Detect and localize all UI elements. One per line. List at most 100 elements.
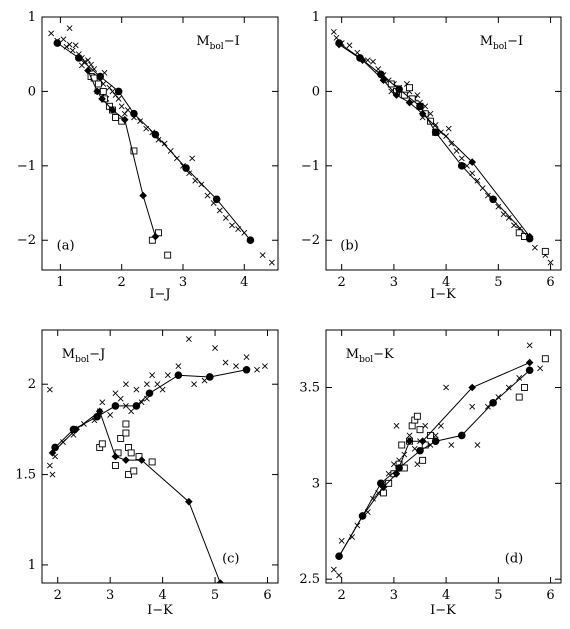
cross-point	[191, 381, 198, 388]
cross-point	[72, 42, 79, 49]
cross-point	[414, 461, 421, 468]
x-tick-label: 6	[263, 588, 271, 603]
y-tick-label: 2.5	[299, 572, 320, 587]
diamond-point	[392, 469, 401, 478]
circle-point	[457, 431, 466, 440]
annotation-sub: bol	[75, 355, 89, 365]
cross-point	[88, 61, 94, 68]
x-tick-label: 6	[546, 275, 554, 290]
circle-point	[395, 85, 403, 93]
cross-point	[406, 432, 413, 439]
cross-point	[336, 572, 342, 579]
cross-point	[432, 432, 439, 439]
panel-annotation: Mbol−I	[196, 34, 239, 52]
diamond-point	[379, 483, 388, 491]
diamond-point	[95, 407, 104, 416]
cross-point	[204, 192, 211, 199]
cross-point	[484, 192, 491, 199]
cross-point	[437, 129, 444, 136]
annotation-sub: bol	[210, 42, 224, 52]
series-filled-diamond	[335, 358, 534, 560]
circle-point	[145, 389, 154, 398]
square-point	[416, 426, 424, 434]
diamond-point	[108, 106, 117, 114]
x-tick-label: 5	[494, 275, 502, 290]
cross-point	[66, 25, 73, 32]
x-axis-label: I−K	[430, 287, 456, 302]
panel-a: 1 2 3 4 −2 −1 0 1 I−J Mbol−I (a)	[17, 10, 279, 302]
plot-frame	[325, 16, 562, 271]
cross-point	[495, 394, 502, 401]
series-cross	[46, 336, 268, 478]
y-tick-label: 3	[312, 476, 320, 491]
square-point	[130, 147, 138, 155]
series-filled-circle	[335, 39, 534, 243]
circle-point	[130, 109, 138, 118]
square-point	[515, 393, 523, 401]
diamond-point	[405, 437, 414, 445]
cross-point	[49, 471, 56, 478]
cross-point	[458, 155, 465, 162]
diamond-point	[379, 76, 388, 85]
circle-point	[132, 402, 141, 410]
cross-point	[261, 363, 268, 370]
circle-point	[114, 87, 123, 96]
diamond-point	[72, 425, 80, 434]
y-tick-label: 1	[28, 558, 36, 573]
square-point	[541, 355, 549, 363]
series-filled-circle	[53, 39, 255, 245]
square-point	[122, 429, 130, 437]
circle-point	[489, 399, 497, 407]
circle-point	[416, 446, 424, 455]
annotation-sub: bol	[359, 355, 373, 365]
square-point	[111, 462, 119, 469]
y-tick-label: 3.5	[299, 381, 320, 396]
x-tick-label: 5	[494, 588, 502, 603]
cross-point	[81, 58, 88, 65]
cross-point	[338, 537, 345, 544]
cross-point	[112, 390, 119, 397]
diamond-point	[139, 191, 147, 200]
x-tick-label: 4	[442, 588, 450, 603]
annotation-sub: bol	[493, 42, 507, 52]
circle-point	[51, 443, 59, 452]
circle-point	[151, 130, 160, 139]
cross-point	[330, 28, 337, 35]
plot-area	[330, 342, 549, 579]
series-open-square	[96, 420, 156, 479]
cross-point	[370, 58, 376, 65]
plot-area	[46, 336, 268, 583]
cross-point	[330, 566, 337, 573]
diamond-point	[335, 552, 343, 560]
cross-point	[185, 336, 192, 342]
circle-point	[74, 54, 83, 62]
cross-point	[201, 377, 208, 384]
circle-point	[111, 402, 120, 410]
diamond-point	[335, 40, 343, 49]
series-line	[338, 44, 531, 237]
square-point	[398, 441, 406, 449]
plot-frame	[41, 329, 279, 584]
cross-point	[222, 359, 229, 366]
cross-point	[422, 103, 429, 110]
cross-point	[212, 345, 218, 351]
series-filled-circle	[51, 365, 251, 452]
diamond-point	[358, 512, 367, 520]
diamond-point	[48, 449, 57, 457]
y-tick-label: −2	[301, 233, 320, 248]
cross-point	[393, 422, 400, 429]
x-tick-label: 3	[390, 588, 398, 603]
cross-point	[60, 36, 67, 43]
annotation-rest: −K	[373, 347, 394, 362]
cross-point	[422, 422, 429, 429]
cross-point	[414, 92, 421, 99]
cross-point	[233, 363, 239, 370]
cross-point	[48, 30, 55, 37]
x-tick-label: 4	[158, 588, 166, 603]
plot-frame	[41, 16, 279, 271]
cross-point	[118, 103, 125, 110]
series-filled-diamond	[48, 407, 225, 583]
cross-point	[427, 110, 434, 117]
panel-c: 2 3 4 5 6 1 1.5 2 I−K Mbol−J (c)	[15, 329, 279, 618]
x-tick-label: 3	[179, 275, 187, 290]
